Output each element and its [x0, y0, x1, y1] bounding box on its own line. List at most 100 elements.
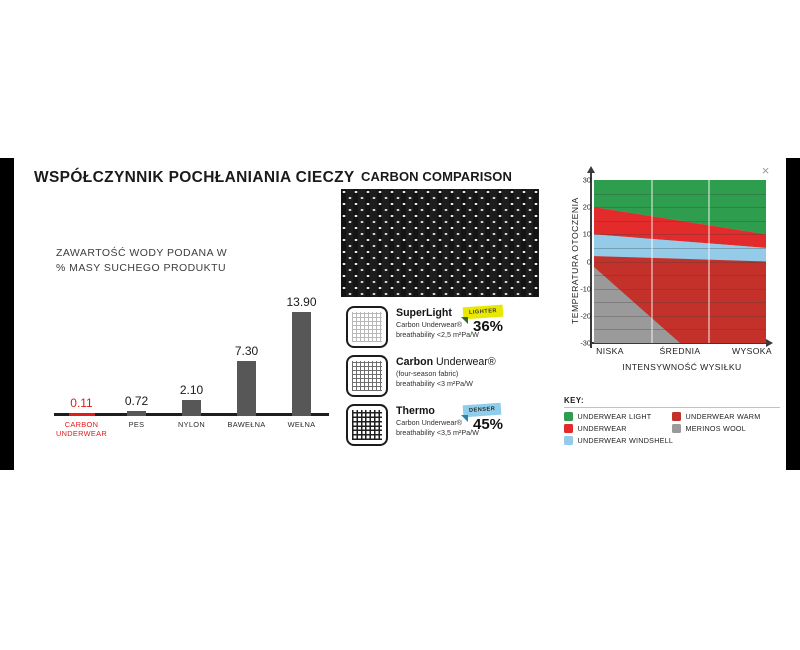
area-chart-svg — [594, 180, 766, 343]
area-band — [594, 266, 766, 343]
fabric-percent: 36% — [473, 318, 504, 335]
fabric-name: Thermo — [396, 405, 435, 417]
close-icon[interactable]: × — [761, 163, 770, 178]
fabric-text: SuperLight Carbon Underwear® breathability… — [396, 307, 491, 340]
y-tick-label: 10 — [582, 229, 591, 239]
area-band — [594, 207, 766, 248]
fabric-mesh-dense-icon — [346, 404, 388, 446]
bar-group[interactable]: 0.11 CARBON UNDERWEAR — [54, 396, 109, 438]
bar-category-label: BAWEŁNA — [227, 420, 266, 429]
bar-group[interactable]: 7.30 BAWEŁNA — [219, 344, 274, 429]
bar-value-label: 2.10 — [179, 383, 204, 398]
gridline — [594, 329, 766, 331]
fabric-percent: 45% — [473, 416, 504, 433]
x-tick-label: ŚREDNIA — [659, 346, 701, 356]
y-tick-label: -10 — [580, 284, 591, 294]
bar-category-label: CARBON UNDERWEAR — [55, 420, 108, 438]
legend-swatch — [564, 436, 573, 445]
legend-swatch — [564, 412, 573, 421]
area-chart-plot: 30 20 10 0 -10 -20 -30 — [580, 176, 766, 348]
area-chart-bands — [594, 180, 766, 343]
liquid-absorption-panel: WSPÓŁCZYNNIK POCHŁANIANIA CIECZY ZAWARTO… — [14, 158, 354, 470]
fabric-name: Carbon Underwear® — [396, 356, 496, 368]
bar-chart-subtitle: ZAWARTOŚĆ WODY PODANA W % MASY SUCHEGO P… — [56, 247, 228, 274]
bar-rect[interactable] — [237, 361, 256, 416]
temperature-intensity-panel: × TEMPERATURA OTOCZENIA 30 20 10 0 -10 -20 -30… — [554, 158, 786, 470]
bar-category-label: NYLON — [178, 420, 205, 429]
legend-item[interactable]: UNDERWEAR WINDSHELL — [564, 436, 674, 445]
gridline — [594, 247, 766, 249]
fabric-mesh-medium-icon — [346, 355, 388, 397]
bar-value-label: 13.90 — [286, 295, 317, 309]
x-axis-label: INTENSYWNOŚĆ WYSIŁKU — [622, 362, 742, 372]
fabric-breathability: breathability <3 m²Pa/W — [396, 379, 473, 388]
legend-label: UNDERWEAR — [577, 424, 627, 433]
column-separator — [708, 180, 710, 343]
fabric-text: Thermo Carbon Underwear® breathability <3,… — [396, 405, 491, 438]
legend-item[interactable]: UNDERWEAR LIGHT — [564, 412, 672, 421]
fabric-mesh-light-icon — [346, 306, 388, 348]
bar-value-label: 7.30 — [234, 344, 259, 359]
x-tick-label: NISKA — [596, 346, 624, 356]
legend-label: UNDERWEAR LIGHT — [577, 412, 652, 421]
fabric-row[interactable]: Carbon Underwear® (four-season fabric) bre… — [343, 353, 551, 401]
legend-swatch — [672, 424, 681, 433]
legend-label: UNDERWEAR WARM — [685, 412, 761, 421]
area-band — [594, 180, 766, 235]
legend-label: UNDERWEAR WINDSHELL — [577, 436, 674, 445]
fabric-subtitle: Carbon Underwear® — [396, 418, 463, 427]
gridline — [594, 234, 766, 236]
gridline — [594, 288, 766, 290]
y-tick-label: 20 — [582, 202, 591, 212]
fabric-subtitle: (four-season fabric) — [396, 369, 459, 378]
fabric-row[interactable]: Thermo Carbon Underwear® breathability <3,… — [343, 402, 551, 450]
fabric-row[interactable]: SuperLight Carbon Underwear® breathability… — [343, 304, 551, 352]
carbon-comparison-panel: CARBON COMPARISON SuperLight Carbon Under… — [339, 158, 554, 470]
y-tick-label: -20 — [580, 311, 591, 321]
column-separator — [651, 180, 653, 343]
bar-rect[interactable] — [127, 410, 146, 416]
legend-item[interactable]: UNDERWEAR WARM — [672, 412, 780, 421]
content-strip: WSPÓŁCZYNNIK POCHŁANIANIA CIECZY ZAWARTO… — [14, 158, 786, 470]
gridline — [594, 207, 766, 209]
bar-category-label: WEŁNA — [287, 420, 316, 429]
gridline — [594, 302, 766, 304]
legend-column-left: UNDERWEAR LIGHT UNDERWEAR UNDERWEAR WINDSH… — [564, 412, 674, 448]
bar-category-label: PES — [128, 420, 145, 429]
carbon-fabric-photo — [341, 189, 539, 297]
fabric-text: Carbon Underwear® (four-season fabric) bre… — [396, 356, 496, 389]
y-tick-label: -30 — [580, 338, 591, 348]
fabric-breathability: breathability <3,5 m²Pa/W — [396, 428, 479, 437]
area-band — [594, 234, 766, 262]
bar-group[interactable]: 0.72 PES — [109, 394, 164, 429]
fabric-name: SuperLight — [396, 307, 452, 319]
y-axis-arrow-icon — [586, 166, 595, 173]
badge-fold-icon — [461, 415, 468, 422]
y-tick-label: 0 — [586, 257, 591, 266]
fabric-breathability: breathability <2,5 m²Pa/W — [396, 330, 479, 339]
gridline — [594, 315, 766, 317]
legend-label: MERINOS WOOL — [685, 424, 747, 433]
gridline — [594, 261, 766, 263]
legend-swatch — [564, 424, 573, 433]
legend-divider — [564, 407, 780, 408]
legend-column-right: UNDERWEAR WARM MERINOS WOOL — [672, 412, 780, 448]
gridline — [594, 275, 766, 277]
bar-rect[interactable] — [68, 413, 95, 416]
x-axis-arrow-icon — [766, 339, 773, 347]
legend-swatch — [672, 412, 681, 421]
y-axis-line — [590, 172, 592, 348]
bar-rect[interactable] — [182, 400, 201, 416]
bar-rect[interactable] — [292, 312, 311, 416]
bar-group[interactable]: 2.10 NYLON — [164, 383, 219, 429]
y-axis-label: TEMPERATURA OTOCZENIA — [570, 197, 580, 324]
carbon-comparison-title: CARBON COMPARISON — [361, 169, 512, 184]
legend: KEY: UNDERWEAR LIGHT UNDERWEAR UNDERWEAR W… — [564, 396, 780, 448]
fabric-subtitle: Carbon Underwear® — [396, 320, 463, 329]
bar-chart-plot: 0.11 CARBON UNDERWEAR 0.72 PES 2.10 NYLON 7.30… — [54, 295, 329, 448]
bar-chart-title: WSPÓŁCZYNNIK POCHŁANIANIA CIECZY — [34, 169, 355, 186]
legend-item[interactable]: MERINOS WOOL — [672, 424, 780, 433]
bar-group[interactable]: 13.90 WEŁNA — [274, 295, 329, 429]
legend-item[interactable]: UNDERWEAR — [564, 424, 672, 433]
bar-value-label: 0.11 — [70, 396, 93, 410]
